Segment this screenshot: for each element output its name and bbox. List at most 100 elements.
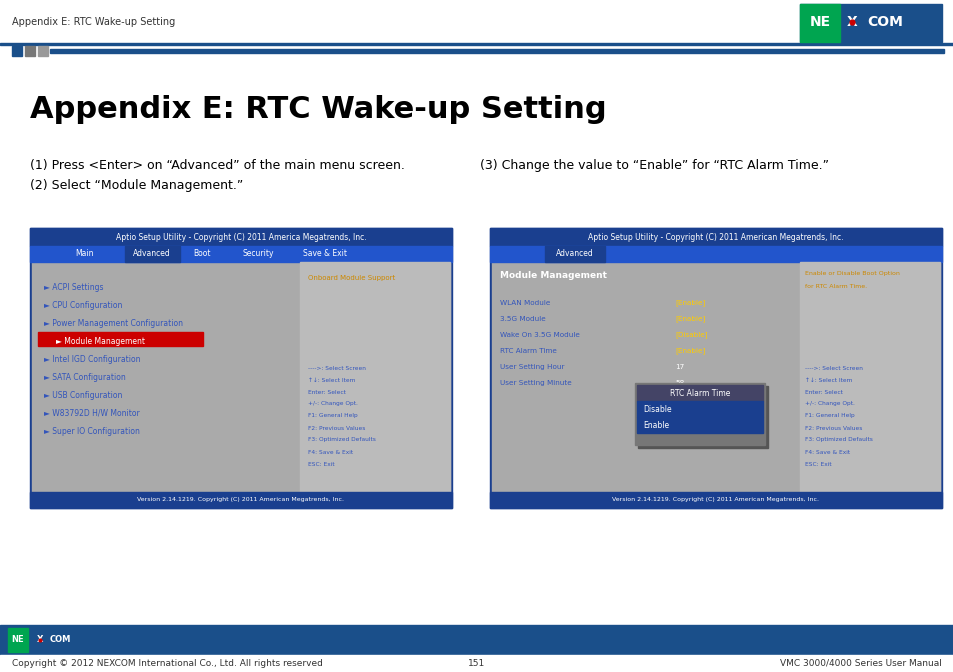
Text: Module Management: Module Management	[499, 271, 606, 280]
Text: F1: General Help: F1: General Help	[308, 413, 357, 419]
Text: ---->: Select Screen: ---->: Select Screen	[804, 366, 862, 370]
Text: X: X	[37, 636, 43, 644]
Text: VMC 3000/4000 Series User Manual: VMC 3000/4000 Series User Manual	[780, 659, 941, 667]
Text: ESC: Exit: ESC: Exit	[308, 462, 335, 466]
Bar	[38, 332, 203, 346]
Bar	[8, 628, 28, 652]
Text: User Setting Hour: User Setting Hour	[499, 364, 564, 370]
Bar	[30, 228, 452, 246]
Text: +/-: Change Opt.: +/-: Change Opt.	[804, 401, 854, 407]
Bar	[635, 383, 764, 445]
Text: RTC Alarm Time: RTC Alarm Time	[499, 348, 557, 354]
Bar	[490, 492, 941, 508]
Text: WLAN Module: WLAN Module	[499, 300, 550, 306]
Text: F3: Optimized Defaults: F3: Optimized Defaults	[804, 437, 872, 442]
Bar	[492, 262, 939, 492]
Text: 151: 151	[468, 659, 485, 667]
Text: [Disable]: [Disable]	[675, 331, 707, 339]
Text: Aptio Setup Utility - Copyright (C) 2011 American Megatrends, Inc.: Aptio Setup Utility - Copyright (C) 2011…	[588, 233, 842, 241]
Text: ► CPU Configuration: ► CPU Configuration	[44, 300, 122, 310]
Text: Save & Exit: Save & Exit	[303, 249, 347, 259]
Text: ► Power Management Configuration: ► Power Management Configuration	[44, 319, 183, 327]
Text: Enter: Select: Enter: Select	[308, 390, 346, 394]
Text: Security: Security	[242, 249, 274, 259]
Text: (1) Press <Enter> on “Advanced” of the main menu screen.: (1) Press <Enter> on “Advanced” of the m…	[30, 159, 404, 171]
Text: COM: COM	[866, 15, 902, 29]
Bar	[125, 246, 180, 262]
Text: Boot: Boot	[193, 249, 211, 259]
Bar	[638, 386, 767, 448]
Text: F2: Previous Values: F2: Previous Values	[308, 425, 365, 431]
Text: ► Module Management: ► Module Management	[56, 337, 145, 345]
Text: Version 2.14.1219. Copyright (C) 2011 American Megatrends, Inc.: Version 2.14.1219. Copyright (C) 2011 Am…	[137, 497, 344, 503]
Text: F3: Optimized Defaults: F3: Optimized Defaults	[308, 437, 375, 442]
Bar	[30, 246, 452, 262]
Text: ► Intel IGD Configuration: ► Intel IGD Configuration	[44, 355, 140, 364]
Text: ESC: Exit: ESC: Exit	[804, 462, 831, 466]
Bar	[299, 262, 450, 492]
Text: NE: NE	[11, 636, 24, 644]
Bar	[0, 655, 953, 672]
Bar	[800, 262, 939, 492]
Bar	[8, 628, 73, 652]
Text: Appendix E: RTC Wake-up Setting: Appendix E: RTC Wake-up Setting	[12, 17, 175, 27]
Text: ---->: Select Screen: ---->: Select Screen	[308, 366, 366, 370]
Bar	[12, 46, 22, 56]
Bar	[637, 417, 762, 433]
Text: ► Super IO Configuration: ► Super IO Configuration	[44, 427, 140, 435]
Text: (2) Select “Module Management.”: (2) Select “Module Management.”	[30, 179, 243, 192]
Text: ► SATA Configuration: ► SATA Configuration	[44, 372, 126, 382]
Text: F1: General Help: F1: General Help	[804, 413, 854, 419]
Text: Copyright © 2012 NEXCOM International Co., Ltd. All rights reserved: Copyright © 2012 NEXCOM International Co…	[12, 659, 322, 667]
Text: Enable: Enable	[642, 421, 668, 429]
Text: User Setting Minute: User Setting Minute	[499, 380, 571, 386]
Text: Disable: Disable	[642, 405, 671, 413]
Text: 58: 58	[675, 380, 683, 386]
Text: 17: 17	[675, 364, 683, 370]
Text: Appendix E: RTC Wake-up Setting: Appendix E: RTC Wake-up Setting	[30, 95, 606, 124]
Text: ► USB Configuration: ► USB Configuration	[44, 390, 122, 399]
Text: ↑↓: Select Item: ↑↓: Select Item	[308, 378, 355, 382]
Text: ► ACPI Settings: ► ACPI Settings	[44, 282, 103, 292]
Text: for RTC Alarm Time.: for RTC Alarm Time.	[804, 284, 866, 288]
Bar	[30, 492, 452, 508]
Bar	[800, 4, 941, 42]
Bar	[50, 49, 943, 53]
Bar	[30, 228, 452, 508]
Text: Main: Main	[75, 249, 94, 259]
Bar	[490, 228, 941, 508]
Bar	[800, 4, 840, 42]
Bar	[32, 262, 450, 492]
Bar	[637, 401, 762, 417]
Bar	[490, 246, 941, 262]
Text: F4: Save & Exit: F4: Save & Exit	[308, 450, 353, 454]
Text: Enter: Select: Enter: Select	[804, 390, 842, 394]
Text: 3.5G Module: 3.5G Module	[499, 316, 545, 322]
Text: RTC Alarm Time: RTC Alarm Time	[669, 388, 729, 398]
Text: F4: Save & Exit: F4: Save & Exit	[804, 450, 849, 454]
Bar	[38, 46, 48, 56]
Text: (3) Change the value to “Enable” for “RTC Alarm Time.”: (3) Change the value to “Enable” for “RT…	[479, 159, 828, 171]
Text: [Enable]: [Enable]	[675, 347, 704, 354]
Text: Wake On 3.5G Module: Wake On 3.5G Module	[499, 332, 579, 338]
Text: X: X	[845, 15, 857, 29]
Text: Advanced: Advanced	[556, 249, 594, 259]
Text: Advanced: Advanced	[133, 249, 171, 259]
Bar	[25, 46, 35, 56]
Text: COM: COM	[50, 636, 71, 644]
Bar	[637, 385, 762, 401]
Text: Onboard Module Support: Onboard Module Support	[308, 275, 395, 281]
Text: [Enable]: [Enable]	[675, 316, 704, 323]
Bar	[490, 228, 941, 246]
Text: Aptio Setup Utility - Copyright (C) 2011 America Megatrends, Inc.: Aptio Setup Utility - Copyright (C) 2011…	[115, 233, 366, 241]
Text: +/-: Change Opt.: +/-: Change Opt.	[308, 401, 357, 407]
Bar	[544, 246, 604, 262]
Text: ► W83792D H/W Monitor: ► W83792D H/W Monitor	[44, 409, 139, 417]
Bar	[0, 625, 953, 655]
Text: F2: Previous Values: F2: Previous Values	[804, 425, 862, 431]
Text: ↑↓: Select Item: ↑↓: Select Item	[804, 378, 851, 382]
Text: [Enable]: [Enable]	[675, 300, 704, 306]
Text: NE: NE	[808, 15, 830, 29]
Bar	[0, 43, 953, 45]
Text: Version 2.14.1219. Copyright (C) 2011 American Megatrends, Inc.: Version 2.14.1219. Copyright (C) 2011 Am…	[612, 497, 819, 503]
